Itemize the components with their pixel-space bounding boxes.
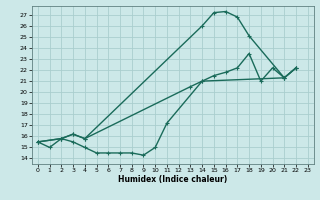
X-axis label: Humidex (Indice chaleur): Humidex (Indice chaleur): [118, 175, 228, 184]
